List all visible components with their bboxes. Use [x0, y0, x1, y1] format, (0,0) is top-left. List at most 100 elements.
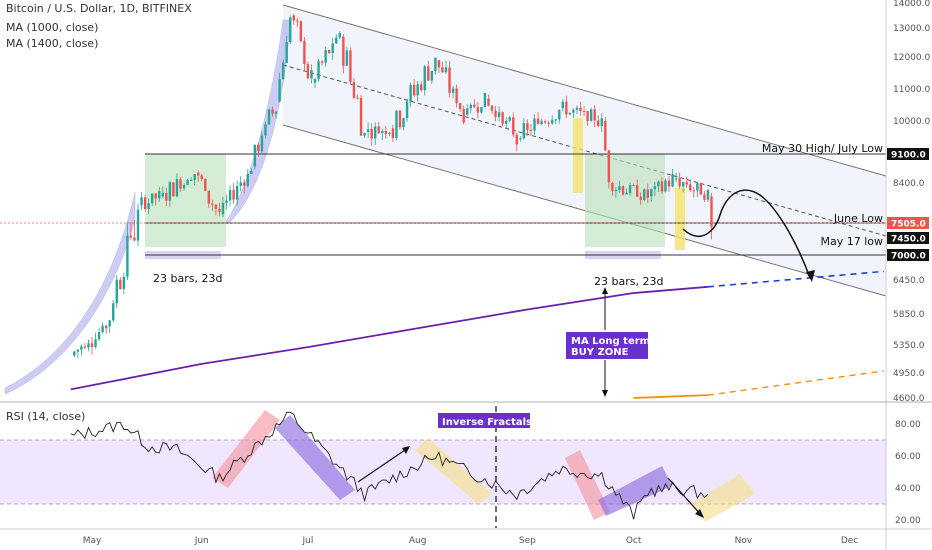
candle-body [327, 50, 331, 53]
candle-body [448, 67, 451, 93]
candle-body [515, 134, 518, 145]
candle-body [193, 174, 196, 180]
candle-body [225, 200, 228, 204]
projection-path [682, 189, 811, 279]
candle-body [80, 346, 83, 350]
candle-body [437, 60, 441, 68]
candle-body [136, 209, 140, 241]
candle-body [267, 109, 271, 125]
candle-body [313, 79, 317, 83]
candle-body [685, 182, 688, 185]
candle-body [200, 175, 203, 179]
candle-body [150, 193, 154, 204]
candle-body [260, 135, 264, 152]
candle-body [119, 279, 122, 290]
inverse-fractals-box [438, 413, 530, 428]
rsi-tick-20: 20.00 [895, 516, 921, 526]
candle-body [168, 182, 172, 201]
candle-body [179, 179, 182, 189]
price-tick-9100: 9100.0 [891, 151, 926, 161]
rsi-fractal-0 [212, 410, 280, 488]
candle-body [466, 108, 469, 115]
candle-body [264, 124, 267, 136]
candle-body [112, 303, 115, 321]
candle-body [462, 109, 465, 123]
yellow-marker-2 [675, 188, 685, 250]
time-axis[interactable]: May Jun Jul Aug Sep Oct Nov Dec [83, 536, 859, 546]
candle-body [161, 192, 164, 197]
rsi-line [70, 411, 709, 520]
candle-body [494, 110, 497, 117]
candle-body [646, 189, 649, 198]
candle-body [221, 203, 225, 215]
candle-body [402, 118, 405, 128]
candle-body [476, 107, 480, 113]
candle-body [320, 61, 324, 63]
price-axis[interactable]: 14000.0 13000.0 12000.0 11000.0 10000.0 9100.… [887, 0, 930, 404]
candle-body [90, 343, 94, 348]
candle-body [207, 190, 211, 204]
candle-body [405, 101, 409, 119]
candle-body [600, 118, 603, 127]
candle-body [451, 88, 455, 93]
candle-body [235, 185, 239, 200]
candle-body [395, 110, 398, 138]
price-tick-7450: 7450.0 [891, 235, 926, 245]
candle-body [271, 109, 274, 114]
rsi-fractal-1 [275, 415, 355, 500]
candle-body [593, 109, 596, 121]
rsi-arrow-1 [357, 447, 409, 483]
fractal-box-1 [145, 154, 226, 247]
candle-body [653, 186, 657, 190]
candle-body [391, 128, 395, 138]
candle-body [423, 66, 426, 91]
candle-body [667, 180, 671, 187]
candle-body [154, 193, 157, 199]
candle-body [632, 185, 635, 187]
candle-body [575, 107, 579, 110]
price-tick-11000: 11000.0 [893, 85, 930, 95]
candle-body [681, 182, 685, 187]
time-tick-oct: Oct [626, 536, 642, 546]
candle-body [211, 203, 214, 205]
channel-top [282, 4, 887, 177]
candle-body [678, 178, 681, 187]
candle-body [455, 88, 458, 104]
candle-body [586, 111, 589, 122]
candle-body [409, 84, 412, 102]
time-tick-jul: Jul [302, 536, 314, 546]
candle-body [250, 170, 253, 174]
candle-body [540, 121, 543, 124]
price-tick-14000: 14000.0 [893, 0, 930, 9]
candle-body [281, 62, 285, 80]
candle-body [568, 112, 572, 115]
candle-body [359, 98, 363, 136]
price-tick-4950: 4950.0 [893, 369, 925, 379]
candle-body [561, 101, 565, 109]
candle-body [317, 61, 320, 80]
price-tag-bg-7505 [887, 217, 929, 229]
candle-body [352, 82, 356, 98]
candle-body [536, 118, 540, 124]
candle-body [133, 237, 136, 241]
price-tick-5350: 5350.0 [893, 341, 925, 351]
rsi-axis[interactable]: 80.00 60.00 40.00 20.00 [895, 420, 921, 526]
price-tick-7505: 7505.0 [891, 220, 926, 230]
candle-body [366, 129, 370, 132]
candle-body [246, 173, 249, 186]
candle-body [299, 21, 303, 42]
ma1-legend: MA (1000, close) [6, 21, 99, 34]
candle-body [558, 109, 561, 120]
candle-body [126, 235, 129, 277]
candle-body [214, 204, 218, 209]
candle-body [441, 67, 444, 73]
candle-body [363, 133, 366, 136]
candle-body [703, 194, 706, 200]
candle-body [671, 173, 674, 187]
candle-body [458, 103, 462, 110]
candle-body [639, 196, 642, 200]
price-tick-12000: 12000.0 [893, 53, 930, 63]
time-tick-may: May [83, 536, 102, 546]
candle-body [490, 105, 494, 111]
price-tick-8400: 8400.0 [893, 179, 925, 189]
